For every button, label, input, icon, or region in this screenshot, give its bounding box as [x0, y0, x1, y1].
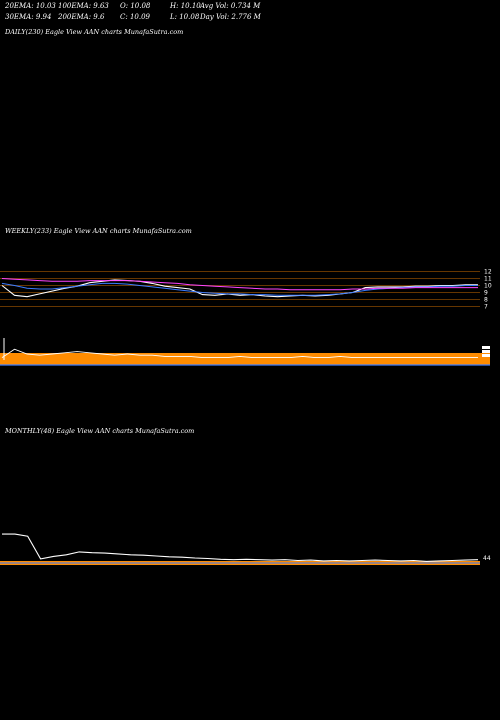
volume-tick-marker	[482, 354, 490, 357]
price-line	[1, 279, 478, 298]
monthly-panel-label: MONTHLY(48) Eagle View AAN charts Munafa…	[5, 427, 195, 435]
ema20-readout: 20EMA: 10.03	[5, 2, 56, 10]
open-readout: O: 10.08	[120, 2, 151, 10]
day-volume-readout: Day Vol: 2.776 M	[200, 13, 261, 21]
avg-volume-readout: Avg Vol: 0.734 M	[200, 2, 261, 10]
monthly-price-line	[2, 533, 479, 562]
price-tick-label: 10	[484, 283, 492, 290]
price-tick-label: 12	[484, 269, 492, 276]
price-tick-label: 8	[484, 297, 488, 304]
volume-tick-marker	[482, 346, 490, 349]
high-readout: H: 10.10	[170, 2, 201, 10]
short-ema-line	[1, 282, 478, 296]
long-ema-line	[1, 278, 478, 291]
price-tick-label: 11	[484, 276, 492, 283]
ema200-readout: 200EMA: 9.6	[58, 13, 105, 21]
volume-line	[1, 348, 478, 359]
ema30-readout: 30EMA: 9.94	[5, 13, 52, 21]
price-tick-label: 7	[484, 304, 488, 311]
close-readout: C: 10.09	[120, 13, 150, 21]
low-readout: L: 10.08	[170, 13, 200, 21]
ema100-readout: 100EMA: 9.63	[58, 2, 109, 10]
monthly-tick-label: 44	[483, 555, 491, 562]
volume-tick-marker	[482, 350, 490, 353]
daily-panel-label: DAILY(230) Eagle View AAN charts MunafaS…	[5, 28, 184, 36]
volume-band	[0, 353, 490, 365]
price-tick-label: 9	[484, 290, 488, 297]
weekly-panel-label: WEEKLY(233) Eagle View AAN charts Munafa…	[5, 227, 192, 235]
